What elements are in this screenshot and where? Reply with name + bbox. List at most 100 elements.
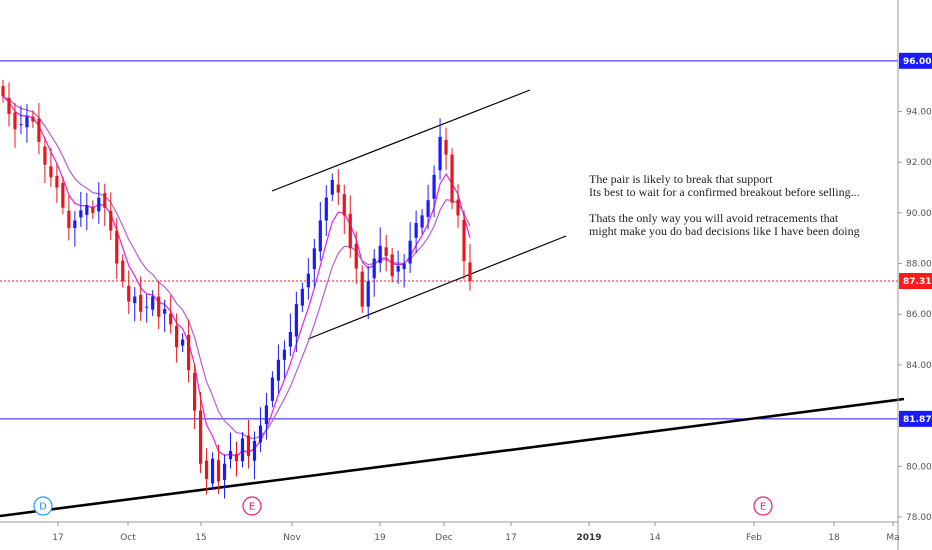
candle-body xyxy=(163,309,167,314)
long-term-support-trendline xyxy=(0,397,905,518)
candle-body xyxy=(456,199,460,216)
candle-body xyxy=(85,205,89,215)
candle-body xyxy=(312,248,316,270)
candle-body xyxy=(228,451,233,460)
price-tags: 96.00 81.87 87.31 xyxy=(899,52,932,427)
candle-body xyxy=(157,296,161,317)
time-tick-label: 18 xyxy=(828,533,840,543)
candle-body xyxy=(240,438,245,462)
candle-body xyxy=(67,210,71,229)
level-tag-label: 81.87 xyxy=(903,415,931,425)
price-tick-label: 92.00 xyxy=(906,158,932,168)
channel-upper-trendline xyxy=(271,89,531,192)
horizontal-levels xyxy=(0,60,898,420)
event-badge xyxy=(753,496,773,516)
time-tick-label: 17 xyxy=(52,533,63,543)
candle-body xyxy=(414,222,418,238)
event-badge-letter: E xyxy=(760,502,766,513)
candlesticks xyxy=(1,79,472,499)
candle-body xyxy=(187,334,191,370)
candle-body xyxy=(432,174,436,199)
candle-body xyxy=(462,219,466,261)
candle-body xyxy=(450,154,454,203)
candle-body xyxy=(198,410,203,464)
price-axis: 78.0080.0082.0084.0086.0088.0090.0092.00… xyxy=(897,0,932,550)
candle-body xyxy=(222,463,227,480)
candle-body xyxy=(258,425,263,443)
candle-body xyxy=(372,258,376,279)
candle-body xyxy=(336,184,340,193)
candle-body xyxy=(139,294,143,312)
time-tick-label: 15 xyxy=(195,533,206,543)
time-tick-label: Oct xyxy=(120,533,136,543)
candle-body xyxy=(384,247,388,256)
candle-body xyxy=(420,215,424,228)
price-tick-label: 84.00 xyxy=(906,361,932,371)
time-tick-label: Dec xyxy=(435,533,452,543)
price-tick-label: 88.00 xyxy=(906,260,932,270)
candle-body xyxy=(169,313,173,325)
time-tick-label: 19 xyxy=(374,533,386,543)
price-tick-label: 80.00 xyxy=(906,462,932,472)
price-tick-label: 78.00 xyxy=(906,513,932,523)
time-tick-label: 14 xyxy=(649,533,661,543)
event-badge-letter: E xyxy=(249,502,255,513)
candle-body xyxy=(426,200,430,217)
candle-body xyxy=(360,271,364,307)
ma-fast-line xyxy=(2,95,471,458)
candle-body xyxy=(342,194,346,216)
candle-body xyxy=(79,210,83,218)
candle-body xyxy=(97,197,101,212)
event-badge xyxy=(242,496,262,516)
candle-body xyxy=(103,193,107,208)
time-tick-label: Feb xyxy=(746,533,762,543)
price-tick-label: 86.00 xyxy=(906,310,932,320)
candle-body xyxy=(390,254,394,277)
candle-body xyxy=(468,262,472,282)
candle-body xyxy=(294,304,298,337)
candle-body xyxy=(378,245,382,264)
candle-body xyxy=(318,220,322,252)
candle-body xyxy=(133,296,137,304)
candle-body xyxy=(264,405,269,425)
candle-body xyxy=(145,306,149,308)
candle-body xyxy=(49,166,53,178)
candle-body xyxy=(396,266,400,272)
time-axis: 17 Oct 15 Nov 19 Dec 17 2019 14 Feb 18 Ma xyxy=(0,521,900,543)
candle-body xyxy=(115,230,119,264)
candle-body xyxy=(7,97,11,115)
annotation-line-3: Thats the only way you will avoid retrac… xyxy=(589,211,839,225)
candle-body xyxy=(276,359,281,381)
annotation-line-4: might make you do bad decisions like I h… xyxy=(589,224,860,238)
candle-body xyxy=(216,460,221,482)
candle-body xyxy=(210,458,215,484)
candle-body xyxy=(55,175,59,188)
candle-body xyxy=(354,243,358,269)
candle-body xyxy=(324,197,328,221)
candle-body xyxy=(402,263,406,270)
ma-slow-line xyxy=(2,95,471,440)
candle-body xyxy=(330,179,334,195)
candle-body xyxy=(192,373,197,411)
candle-body xyxy=(43,146,47,165)
candle-body xyxy=(91,206,95,213)
candle-body xyxy=(31,116,35,122)
candle-body xyxy=(366,281,370,307)
event-badge xyxy=(33,496,53,516)
price-tick-label: 90.00 xyxy=(906,209,932,219)
candle-body xyxy=(13,112,17,130)
candle-body xyxy=(73,220,77,229)
candle-body xyxy=(234,454,239,462)
candle-body xyxy=(127,285,131,302)
annotation-line-2: Its best to wait for a confirmed breakou… xyxy=(589,185,860,199)
candle-body xyxy=(61,182,65,208)
time-tick-label: 2019 xyxy=(576,533,601,543)
candle-body xyxy=(19,124,23,126)
last-price-tag-label: 87.31 xyxy=(903,277,931,287)
candle-body xyxy=(181,339,185,346)
level-tag xyxy=(899,410,932,427)
candle-body xyxy=(151,296,155,310)
candle-body xyxy=(444,139,448,155)
candle-body xyxy=(175,325,179,348)
